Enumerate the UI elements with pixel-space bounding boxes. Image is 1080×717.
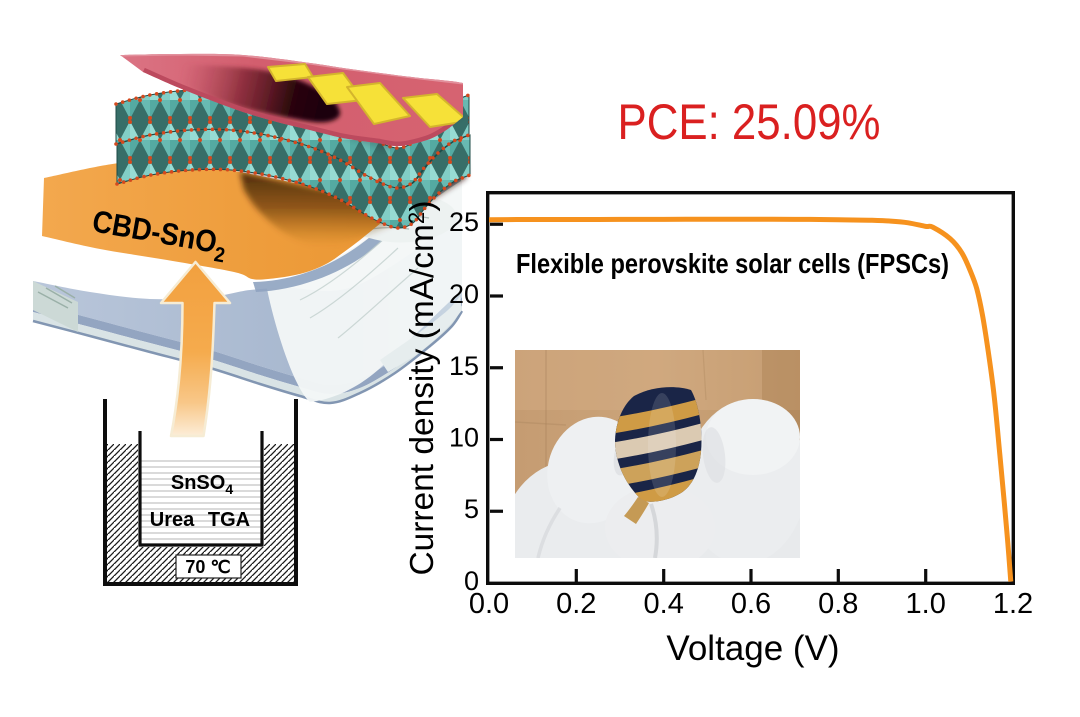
svg-text:0.6: 0.6	[731, 588, 771, 620]
svg-text:1.2: 1.2	[993, 588, 1033, 620]
svg-text:TGA: TGA	[208, 509, 250, 531]
svg-text:5: 5	[464, 494, 479, 524]
svg-text:Voltage (V): Voltage (V)	[666, 629, 839, 668]
svg-text:15: 15	[449, 351, 479, 381]
svg-text:0.4: 0.4	[644, 588, 684, 620]
svg-text:0.2: 0.2	[556, 588, 596, 620]
svg-text:SnSO4: SnSO4	[171, 472, 233, 497]
svg-text:1.0: 1.0	[906, 588, 946, 620]
svg-text:Flexible perovskite solar cell: Flexible perovskite solar cells (FPSCs)	[516, 248, 949, 279]
svg-text:10: 10	[449, 423, 479, 453]
svg-text:25: 25	[449, 207, 479, 237]
svg-text:PCE: 25.09%: PCE: 25.09%	[618, 94, 881, 150]
svg-text:20: 20	[449, 279, 479, 309]
svg-text:Current density (mA/cm2): Current density (mA/cm2)	[403, 201, 440, 576]
svg-text:70 ℃: 70 ℃	[185, 557, 230, 577]
svg-text:0.0: 0.0	[469, 588, 509, 620]
svg-text:0.8: 0.8	[818, 588, 858, 620]
svg-text:Urea: Urea	[150, 509, 195, 531]
svg-text:0: 0	[464, 566, 479, 596]
